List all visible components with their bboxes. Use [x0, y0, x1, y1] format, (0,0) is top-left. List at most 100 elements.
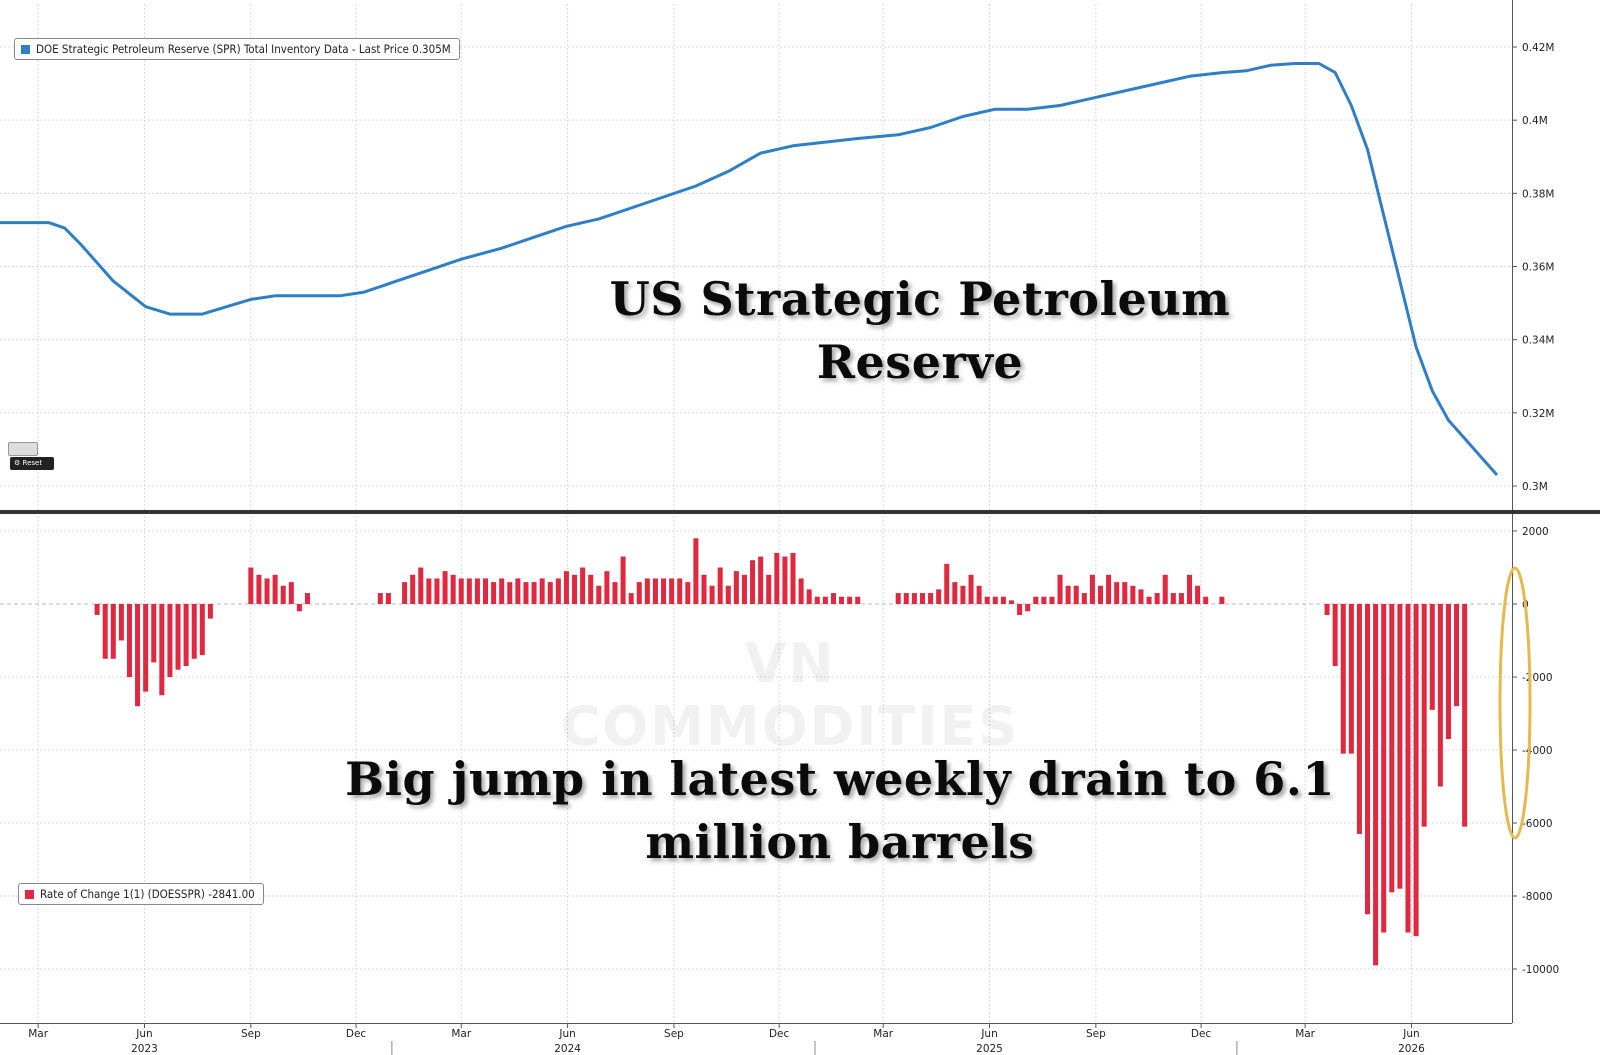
- title-annotation-line1: US Strategic Petroleum: [609, 272, 1231, 326]
- change-bar: [911, 593, 917, 604]
- change-bar: [118, 604, 124, 641]
- change-bar: [1429, 604, 1435, 710]
- change-bar: [766, 574, 772, 604]
- reset-button[interactable]: ⚙ Reset: [10, 457, 54, 470]
- change-bar: [1138, 589, 1144, 604]
- y-tick-label-top: 0.32M: [1522, 408, 1554, 420]
- change-bar: [1154, 593, 1160, 604]
- change-bar: [855, 596, 861, 604]
- y-tick-label-top: 0.4M: [1522, 115, 1548, 127]
- y-tick-label-bottom: -10000: [1522, 964, 1559, 976]
- change-bar: [159, 604, 165, 696]
- change-bar: [547, 582, 553, 604]
- toggle-panel-button[interactable]: [8, 442, 38, 456]
- change-bar: [1025, 604, 1031, 612]
- change-bar: [1073, 585, 1079, 604]
- inventory-series-line: [0, 62, 1499, 476]
- y-tick-label-top: 0.3M: [1522, 481, 1548, 493]
- x-tick-label: Dec: [346, 1028, 367, 1040]
- change-bar: [968, 574, 974, 604]
- change-bar: [814, 596, 820, 604]
- change-bar: [1008, 600, 1014, 604]
- change-bar: [612, 582, 618, 604]
- change-bar: [1033, 596, 1039, 604]
- change-bar: [1365, 604, 1371, 915]
- change-bar: [1421, 604, 1427, 827]
- change-bar: [531, 582, 537, 604]
- title-annotation: US Strategic Petroleum Reserve: [560, 268, 1280, 394]
- change-bar: [798, 578, 804, 604]
- change-bar: [1413, 604, 1419, 937]
- change-bar: [126, 604, 132, 677]
- change-bar: [758, 556, 764, 604]
- change-bar: [1017, 604, 1023, 615]
- change-bar: [1405, 604, 1411, 933]
- change-bar: [919, 593, 925, 604]
- change-bar: [110, 604, 116, 659]
- change-bar: [458, 578, 464, 604]
- y-tick-label-top: 0.38M: [1522, 188, 1554, 200]
- x-tick-label: Mar: [1295, 1028, 1315, 1040]
- change-bar: [677, 578, 683, 604]
- change-bar: [272, 574, 278, 604]
- x-year-label: 2024: [554, 1043, 581, 1055]
- change-bar: [288, 582, 294, 604]
- change-bar: [669, 578, 675, 604]
- change-bar: [725, 585, 731, 604]
- inventory-line: [0, 62, 1499, 476]
- change-bar: [434, 578, 440, 604]
- change-bar: [620, 556, 626, 604]
- change-bar: [410, 574, 416, 604]
- change-bar: [1106, 574, 1112, 604]
- change-bar: [183, 604, 189, 667]
- change-bar: [1170, 593, 1176, 604]
- y-tick-label-bottom: -6000: [1522, 818, 1553, 830]
- legend-inventory-label: DOE Strategic Petroleum Reserve (SPR) To…: [36, 42, 451, 56]
- change-bar: [207, 604, 213, 619]
- change-bar: [1097, 585, 1104, 604]
- change-bar: [1437, 604, 1443, 787]
- change-bar: [661, 578, 667, 604]
- x-tick-label: Mar: [28, 1028, 48, 1040]
- change-bar: [1445, 604, 1451, 740]
- change-bar: [1146, 596, 1152, 604]
- change-bar: [984, 596, 990, 604]
- change-bar: [507, 582, 513, 604]
- change-bar: [717, 567, 723, 604]
- change-bar: [151, 604, 157, 663]
- change-bar: [1000, 596, 1006, 604]
- change-bar: [636, 582, 642, 604]
- change-bars: [94, 538, 1468, 966]
- change-bar: [960, 585, 966, 604]
- change-bar: [693, 538, 699, 604]
- x-tick-label: Jun: [1402, 1028, 1419, 1040]
- change-bar: [580, 567, 586, 604]
- change-bar: [903, 593, 909, 604]
- change-bar: [1324, 604, 1330, 615]
- change-bar: [628, 593, 634, 604]
- change-bar: [264, 578, 270, 604]
- x-year-label: 2023: [131, 1043, 158, 1055]
- change-bar: [895, 593, 901, 604]
- legend-inventory[interactable]: DOE Strategic Petroleum Reserve (SPR) To…: [14, 38, 460, 60]
- change-bar: [782, 556, 788, 604]
- change-bar: [199, 604, 205, 656]
- y-tick-label-bottom: -4000: [1522, 745, 1553, 757]
- change-bar: [572, 574, 578, 604]
- change-bar: [847, 596, 853, 604]
- legend-rate-of-change[interactable]: Rate of Change 1(1) (DOESSPR) -2841.00: [18, 883, 264, 905]
- change-bar: [596, 585, 602, 604]
- change-bar: [515, 578, 521, 604]
- change-bar: [450, 574, 456, 604]
- change-bar: [1454, 604, 1460, 707]
- legend-rate-label: Rate of Change 1(1) (DOESSPR) -2841.00: [40, 887, 255, 901]
- change-bar: [1114, 582, 1120, 604]
- change-bar: [304, 593, 310, 604]
- legend-swatch-red: [25, 890, 34, 899]
- change-bar: [1332, 604, 1338, 667]
- change-bar: [604, 571, 610, 604]
- change-bar: [466, 578, 472, 604]
- change-bar: [652, 578, 658, 604]
- change-bar: [1462, 604, 1468, 827]
